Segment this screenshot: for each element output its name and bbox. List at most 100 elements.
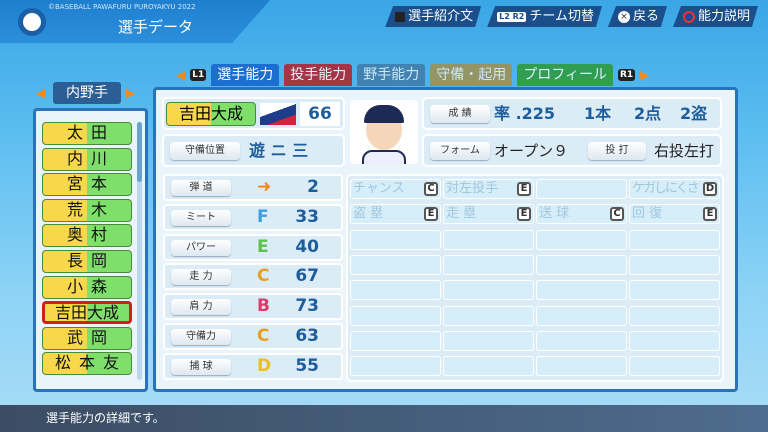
player-list-item[interactable]: 宮本 — [42, 173, 132, 197]
fielding-label: 守備位置 — [170, 142, 240, 160]
back-button[interactable]: × 戻る — [608, 6, 667, 27]
ability-cell — [350, 356, 441, 377]
player-list-item[interactable]: 奥村 — [42, 224, 132, 248]
stat-label: 捕 球 — [171, 358, 231, 375]
ability-grade: D — [703, 182, 717, 196]
tab-pitcher-ability[interactable]: 投手能力 — [284, 64, 353, 86]
stat-grade: D — [257, 355, 272, 376]
tab-player-ability[interactable]: 選手能力 — [211, 64, 280, 86]
ability-cell — [629, 229, 720, 250]
stat-grade: C — [257, 266, 270, 287]
rbi: 2点 — [634, 104, 662, 123]
stat-value: 2 — [307, 177, 319, 197]
ability-cell — [350, 229, 441, 250]
ability-cell — [443, 305, 534, 326]
stat-grade: B — [257, 296, 270, 317]
ability-grade: E — [424, 207, 438, 222]
stolen-bases: 2盗 — [680, 104, 708, 123]
ability-cell — [536, 179, 627, 199]
stat-value: 73 — [295, 296, 319, 317]
status-bar: 選手能力の詳細です。 — [0, 405, 768, 432]
ability-cell — [350, 305, 441, 326]
scrollbar[interactable] — [137, 122, 142, 380]
tab-right-arrow-icon[interactable]: ▶ — [640, 68, 650, 82]
throw-bat-label: 投 打 — [588, 142, 646, 160]
tab-profile[interactable]: プロフィール — [517, 64, 613, 86]
player-list-item[interactable]: 長岡 — [42, 250, 132, 273]
ability-cell — [536, 254, 627, 275]
ability-cell — [629, 330, 720, 351]
home-runs: 1本 — [584, 104, 612, 123]
uniform-number: 66 — [300, 102, 340, 126]
position-left-arrow-icon[interactable]: ◀ — [36, 86, 46, 100]
ability-grade: C — [610, 207, 624, 222]
ability-cell — [536, 280, 627, 301]
stat-grade: E — [257, 236, 269, 257]
game-logo — [18, 8, 46, 36]
ability-grade: E — [517, 207, 531, 222]
record-box: 成 績 率 .225 1本 2点 2盗 — [422, 97, 722, 130]
stat-grade: C — [257, 326, 270, 346]
ability-cell — [629, 280, 720, 301]
ability-name: 送 球 — [539, 206, 570, 222]
scrollbar-thumb[interactable] — [137, 122, 142, 182]
ability-cell: 対左投手 E — [443, 179, 534, 199]
form-box: フォーム オープン９ 投 打 右投左打 — [422, 134, 722, 167]
stat-row: 走 力 C 67 — [163, 263, 343, 291]
batting-form: オープン９ — [494, 142, 569, 160]
record-label: 成 績 — [430, 105, 490, 123]
stat-value: 63 — [295, 326, 319, 346]
stat-value: 33 — [295, 206, 319, 227]
stat-value: 67 — [295, 266, 319, 287]
ability-name: 盗 塁 — [353, 206, 384, 222]
ability-cell — [536, 330, 627, 351]
batting-average: 率 .225 — [494, 104, 556, 123]
ability-cell — [536, 305, 627, 326]
ability-name: 回 復 — [632, 206, 663, 222]
stat-row: 守備力 C 63 — [163, 323, 343, 350]
stat-label: 肩 力 — [171, 299, 231, 316]
tab-fielder-ability[interactable]: 野手能力 — [357, 64, 426, 86]
ability-cell — [443, 356, 534, 377]
ability-help-button[interactable]: 能力説明 — [673, 6, 758, 27]
ability-cell — [629, 356, 720, 377]
player-list-item[interactable]: 荒木 — [42, 198, 132, 222]
player-list-item[interactable]: 内川 — [42, 147, 132, 171]
r1-icon: R1 — [617, 69, 636, 81]
stat-row: ミート F 33 — [163, 203, 343, 231]
position-right-arrow-icon[interactable]: ▶ — [126, 86, 136, 100]
position-selector[interactable]: 内野手 — [53, 82, 121, 104]
ability-cell: ケガしにくさ D — [629, 179, 720, 199]
player-portrait — [350, 100, 418, 164]
ability-grade: E — [703, 207, 717, 222]
ability-grade: C — [424, 182, 438, 196]
stat-row: 捕 球 D 55 — [163, 352, 343, 380]
l2-r2-icon: L2 R2 — [499, 11, 525, 21]
ability-grade: E — [517, 182, 531, 196]
player-list-item[interactable]: 吉田大成 — [42, 301, 132, 325]
player-list-item[interactable]: 武岡 — [42, 326, 132, 350]
ability-cell — [443, 229, 534, 250]
stat-grade: F — [257, 206, 269, 227]
ability-name: ケガしにくさ — [632, 181, 700, 196]
tab-defense[interactable]: 守備・起用 — [430, 64, 513, 86]
stat-value: 40 — [295, 236, 319, 257]
stat-value: 55 — [295, 355, 319, 376]
player-list-item[interactable]: 小森 — [42, 275, 132, 299]
player-name: 吉田大成 — [166, 102, 256, 126]
page-title: 選手データ — [118, 18, 194, 36]
tab-left-arrow-icon[interactable]: ◀ — [176, 68, 186, 82]
ability-cell — [443, 280, 534, 301]
ability-cell — [629, 254, 720, 275]
cross-button-icon: × — [618, 11, 630, 23]
player-intro-button[interactable]: 選手紹介文 — [385, 6, 481, 27]
stat-label: 弾 道 — [171, 180, 231, 196]
player-list-item[interactable]: 太田 — [42, 122, 132, 145]
fielding-box: 守備位置 遊 ニ 三 — [162, 134, 345, 167]
player-list-item[interactable]: 松本友 — [42, 352, 132, 376]
ability-name: 対左投手 — [446, 181, 499, 196]
stat-row: パワー E 40 — [163, 233, 343, 261]
team-switch-button[interactable]: L2 R2 チーム切替 — [487, 6, 602, 27]
